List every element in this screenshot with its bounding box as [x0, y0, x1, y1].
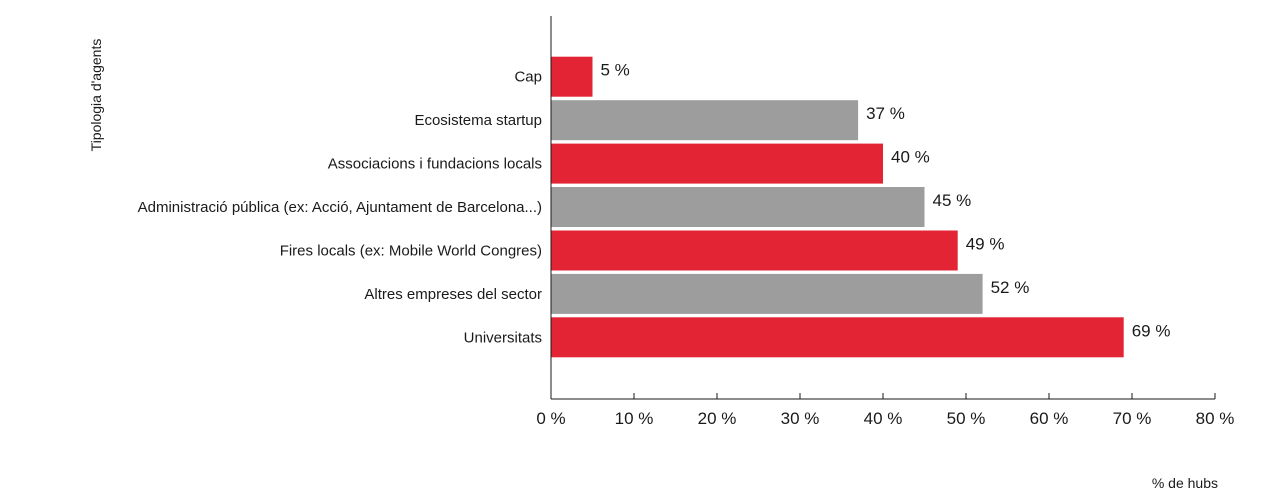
- y-axis-title: Tipologia d'agents: [88, 39, 104, 152]
- data-label: 52 %: [991, 278, 1030, 297]
- x-tick-label: 80 %: [1196, 409, 1235, 428]
- x-tick-label: 70 %: [1113, 409, 1152, 428]
- bar: [551, 100, 859, 141]
- axis-layer: 0 % 10 % 20 % 30 % 40 % 50 % 60 % 70 % 80 %: [536, 16, 1234, 428]
- x-tick-label: 60 %: [1030, 409, 1069, 428]
- bar: [551, 273, 983, 314]
- data-label: 5 %: [601, 61, 630, 80]
- x-tick-label: 40 %: [864, 409, 903, 428]
- x-tick-label: 10 %: [615, 409, 654, 428]
- category-label: Associacions i fundacions locals: [328, 156, 542, 173]
- data-label: 69 %: [1132, 321, 1171, 340]
- category-label: Ecosistema startup: [414, 112, 542, 129]
- data-label: 45 %: [933, 191, 972, 210]
- x-tick-label: 30 %: [781, 409, 820, 428]
- bar: [551, 143, 883, 184]
- category-label: Fires locals (ex: Mobile World Congres): [280, 242, 542, 259]
- bar: [551, 56, 593, 97]
- x-tick-label: 50 %: [947, 409, 986, 428]
- category-label: Administració pública (ex: Acció, Ajunta…: [138, 199, 542, 216]
- data-label: 37 %: [866, 104, 905, 123]
- category-label: Cap: [514, 69, 542, 86]
- x-axis-title: % de hubs: [1152, 475, 1218, 491]
- bar: [551, 187, 925, 227]
- category-label: Altres empreses del sector: [364, 286, 542, 303]
- x-tick-label: 0 %: [536, 409, 565, 428]
- data-label: 49 %: [966, 234, 1005, 253]
- bars-layer: Cap 5 % Ecosistema startup 37 % Associacions…: [138, 56, 1171, 358]
- data-label: 40 %: [891, 148, 930, 167]
- bar: [551, 317, 1124, 358]
- bar: [551, 230, 958, 271]
- category-label: Universitats: [464, 329, 542, 346]
- x-tick-label: 20 %: [698, 409, 737, 428]
